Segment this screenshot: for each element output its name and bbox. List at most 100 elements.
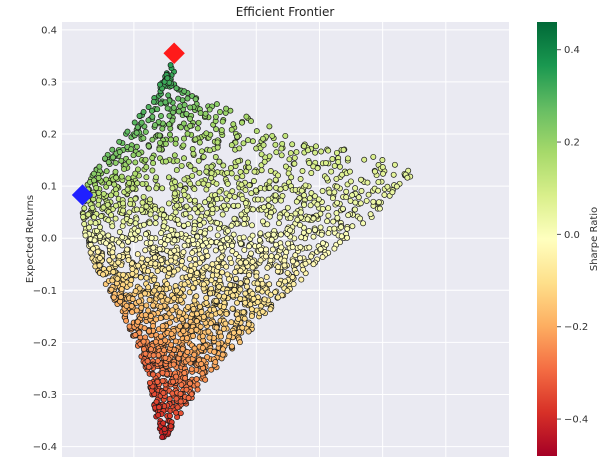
portfolio-point [149, 155, 156, 161]
portfolio-point [312, 193, 318, 200]
portfolio-point [298, 276, 305, 283]
portfolio-point [138, 119, 145, 126]
portfolio-point [157, 333, 164, 340]
portfolio-point [344, 234, 351, 241]
portfolio-point [192, 96, 199, 103]
portfolio-point [375, 179, 382, 186]
portfolio-point [164, 75, 171, 82]
portfolio-point [91, 214, 98, 221]
portfolio-point [237, 267, 244, 274]
portfolio-point [194, 233, 201, 240]
portfolio-point [160, 223, 167, 230]
portfolio-point [251, 178, 257, 184]
portfolio-point [117, 294, 124, 300]
portfolio-point [240, 140, 247, 147]
portfolio-point [158, 293, 165, 300]
portfolio-point [189, 146, 196, 152]
portfolio-point [251, 168, 258, 175]
portfolio-point [379, 157, 386, 163]
portfolio-point [144, 358, 151, 365]
portfolio-point [186, 255, 193, 262]
portfolio-point [241, 246, 248, 253]
portfolio-point [245, 159, 251, 166]
portfolio-point [136, 298, 142, 305]
portfolio-point [181, 176, 188, 183]
portfolio-point [190, 150, 197, 157]
portfolio-point [108, 212, 115, 219]
portfolio-point [305, 147, 311, 154]
portfolio-point [200, 153, 207, 160]
portfolio-point [224, 337, 231, 344]
portfolio-point [146, 379, 153, 386]
portfolio-point [219, 118, 226, 125]
portfolio-point [198, 309, 205, 315]
portfolio-point [195, 180, 202, 187]
portfolio-point [238, 211, 245, 218]
portfolio-point [143, 203, 150, 210]
portfolio-point [219, 211, 226, 218]
portfolio-point [171, 190, 178, 197]
portfolio-point [216, 188, 223, 195]
portfolio-point [145, 284, 152, 291]
portfolio-point [118, 173, 125, 180]
portfolio-point [222, 320, 229, 327]
portfolio-point [278, 197, 284, 204]
portfolio-point [249, 290, 256, 297]
portfolio-point [282, 278, 288, 285]
portfolio-point [134, 318, 141, 325]
portfolio-point [169, 117, 176, 124]
portfolio-point [181, 242, 188, 249]
portfolio-point [330, 218, 337, 225]
portfolio-point [126, 323, 133, 330]
portfolio-point [193, 318, 200, 325]
portfolio-point [119, 223, 126, 230]
portfolio-point [175, 108, 182, 115]
portfolio-point [259, 308, 266, 315]
portfolio-point [118, 286, 125, 293]
portfolio-point [319, 240, 326, 247]
portfolio-point [146, 220, 153, 227]
portfolio-point [236, 339, 243, 346]
portfolio-point [129, 296, 136, 302]
portfolio-point [237, 286, 244, 293]
portfolio-point [281, 262, 288, 269]
portfolio-point [298, 187, 305, 194]
portfolio-point [192, 136, 199, 143]
portfolio-point [135, 166, 141, 173]
portfolio-point [80, 214, 87, 220]
portfolio-point [315, 196, 322, 203]
portfolio-point [137, 235, 144, 242]
portfolio-point [228, 142, 235, 149]
portfolio-point [202, 110, 209, 117]
portfolio-point [100, 190, 107, 197]
portfolio-point [180, 142, 187, 149]
portfolio-point [213, 126, 220, 133]
portfolio-point [184, 335, 190, 342]
portfolio-point [200, 313, 207, 320]
portfolio-point [152, 260, 159, 267]
portfolio-point [267, 168, 274, 174]
portfolio-point [159, 369, 166, 376]
portfolio-point [164, 296, 171, 303]
portfolio-point [248, 313, 255, 320]
portfolio-point [109, 277, 116, 284]
portfolio-point [173, 409, 179, 416]
portfolio-point [243, 113, 250, 120]
portfolio-point [363, 197, 370, 204]
portfolio-point [245, 137, 251, 144]
portfolio-point [136, 112, 143, 119]
portfolio-point [168, 227, 175, 234]
portfolio-point [93, 227, 100, 234]
portfolio-point [175, 95, 182, 102]
portfolio-point [199, 254, 206, 261]
portfolio-point [103, 168, 110, 175]
portfolio-point [146, 297, 153, 303]
portfolio-point [250, 206, 257, 213]
portfolio-point [132, 220, 139, 227]
portfolio-point [338, 224, 345, 231]
portfolio-point [229, 343, 235, 350]
portfolio-point [184, 130, 191, 137]
portfolio-point [197, 323, 204, 330]
portfolio-point [333, 210, 340, 217]
portfolio-point [213, 101, 220, 108]
